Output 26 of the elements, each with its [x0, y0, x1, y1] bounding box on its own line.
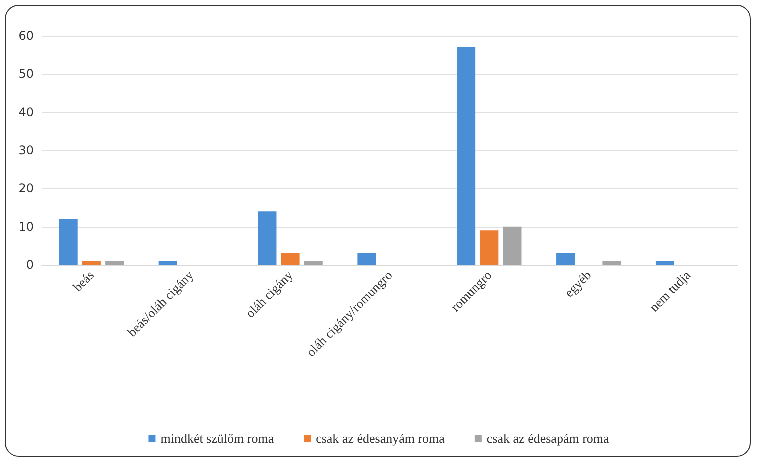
y-tick-label: 50	[18, 67, 34, 82]
bar	[106, 261, 124, 265]
bar	[457, 47, 476, 265]
bar	[602, 261, 622, 265]
bar	[258, 212, 277, 265]
legend-label: csak az édesapám roma	[486, 431, 610, 446]
y-tick-label: 30	[18, 144, 34, 158]
y-tick-label: 60	[18, 29, 34, 43]
y-tick-label: 0	[26, 258, 34, 272]
legend-label: mindkét szülőm roma	[160, 431, 274, 446]
bar	[59, 219, 78, 265]
legend-label: csak az édesanyám roma	[316, 431, 446, 446]
bar	[304, 261, 323, 265]
bar	[82, 261, 101, 265]
bar	[480, 230, 499, 265]
y-tick-label: 10	[18, 220, 34, 234]
bar	[556, 254, 576, 265]
bar	[281, 254, 300, 265]
x-tick-label: nem tudja	[646, 268, 694, 315]
bar	[158, 261, 178, 265]
x-tick-label: beás	[70, 268, 98, 295]
y-tick-label: 40	[18, 105, 34, 120]
bar	[358, 254, 376, 265]
y-tick-label: 20	[18, 182, 34, 196]
bar	[503, 226, 522, 265]
bar	[656, 261, 674, 265]
